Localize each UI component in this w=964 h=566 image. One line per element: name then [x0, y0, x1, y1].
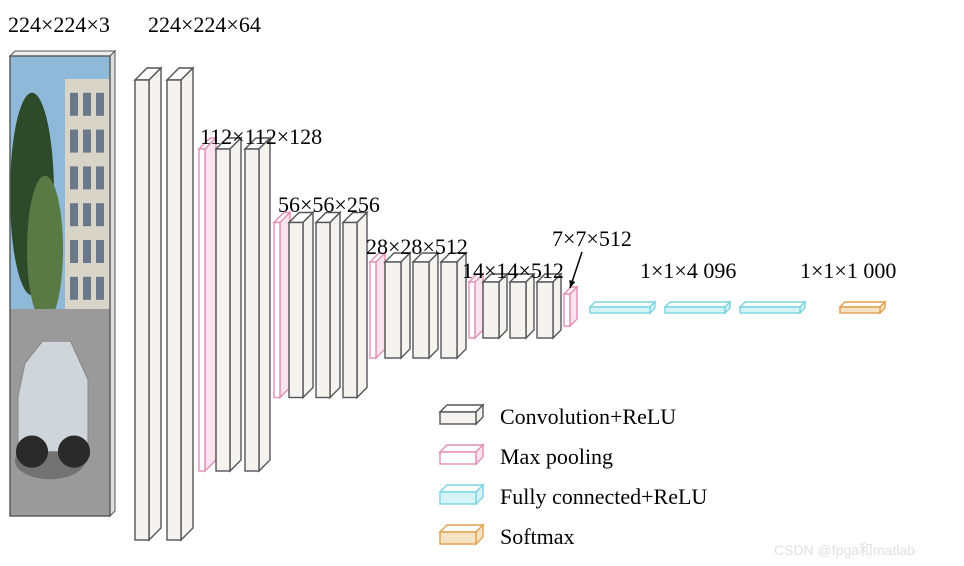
legend-label-pool: Max pooling: [500, 444, 613, 470]
layer-1-conv: [167, 68, 193, 540]
dim-label-4: 28×28×512: [366, 234, 468, 260]
layer-20-fc: [740, 302, 805, 313]
layer-18-fc: [590, 302, 655, 313]
dim-label-3: 56×56×256: [278, 192, 380, 218]
legend-label-fc: Fully connected+ReLU: [500, 484, 707, 510]
dim-label-5: 14×14×512: [462, 258, 564, 284]
layer-9-pool: [370, 253, 385, 358]
layer-19-fc: [665, 302, 730, 313]
layer-7-conv: [316, 213, 340, 398]
watermark: CSDN @fpga和matlab: [774, 540, 915, 560]
legend-swatch-soft: [440, 525, 483, 544]
layer-2-pool: [199, 138, 216, 471]
legend-swatch-fc: [440, 485, 483, 504]
layer-10-conv: [385, 253, 410, 358]
dim-label-7: 1×1×4 096: [640, 258, 736, 284]
dim-label-8: 1×1×1 000: [800, 258, 896, 284]
layer-8-conv: [343, 213, 367, 398]
legend-label-soft: Softmax: [500, 524, 575, 550]
layer-3-conv: [216, 138, 241, 471]
pointer-arrow: [569, 252, 582, 288]
layer-21-soft: [840, 302, 885, 313]
legend-swatch-pool: [440, 445, 483, 464]
layer-11-conv: [413, 253, 438, 358]
dim-label-0: 224×224×3: [8, 12, 110, 38]
layer-6-conv: [289, 213, 313, 398]
layer-5-pool: [274, 213, 290, 398]
legend-label-conv: Convolution+ReLU: [500, 404, 676, 430]
dim-label-1: 224×224×64: [148, 12, 261, 38]
layer-0-conv: [135, 68, 161, 540]
dim-label-6: 7×7×512: [552, 226, 632, 252]
dim-label-2: 112×112×128: [200, 124, 322, 150]
legend-swatch-conv: [440, 405, 483, 424]
layer-4-conv: [245, 138, 270, 471]
layer-17-pool: [564, 287, 577, 326]
input-image: [10, 51, 115, 516]
